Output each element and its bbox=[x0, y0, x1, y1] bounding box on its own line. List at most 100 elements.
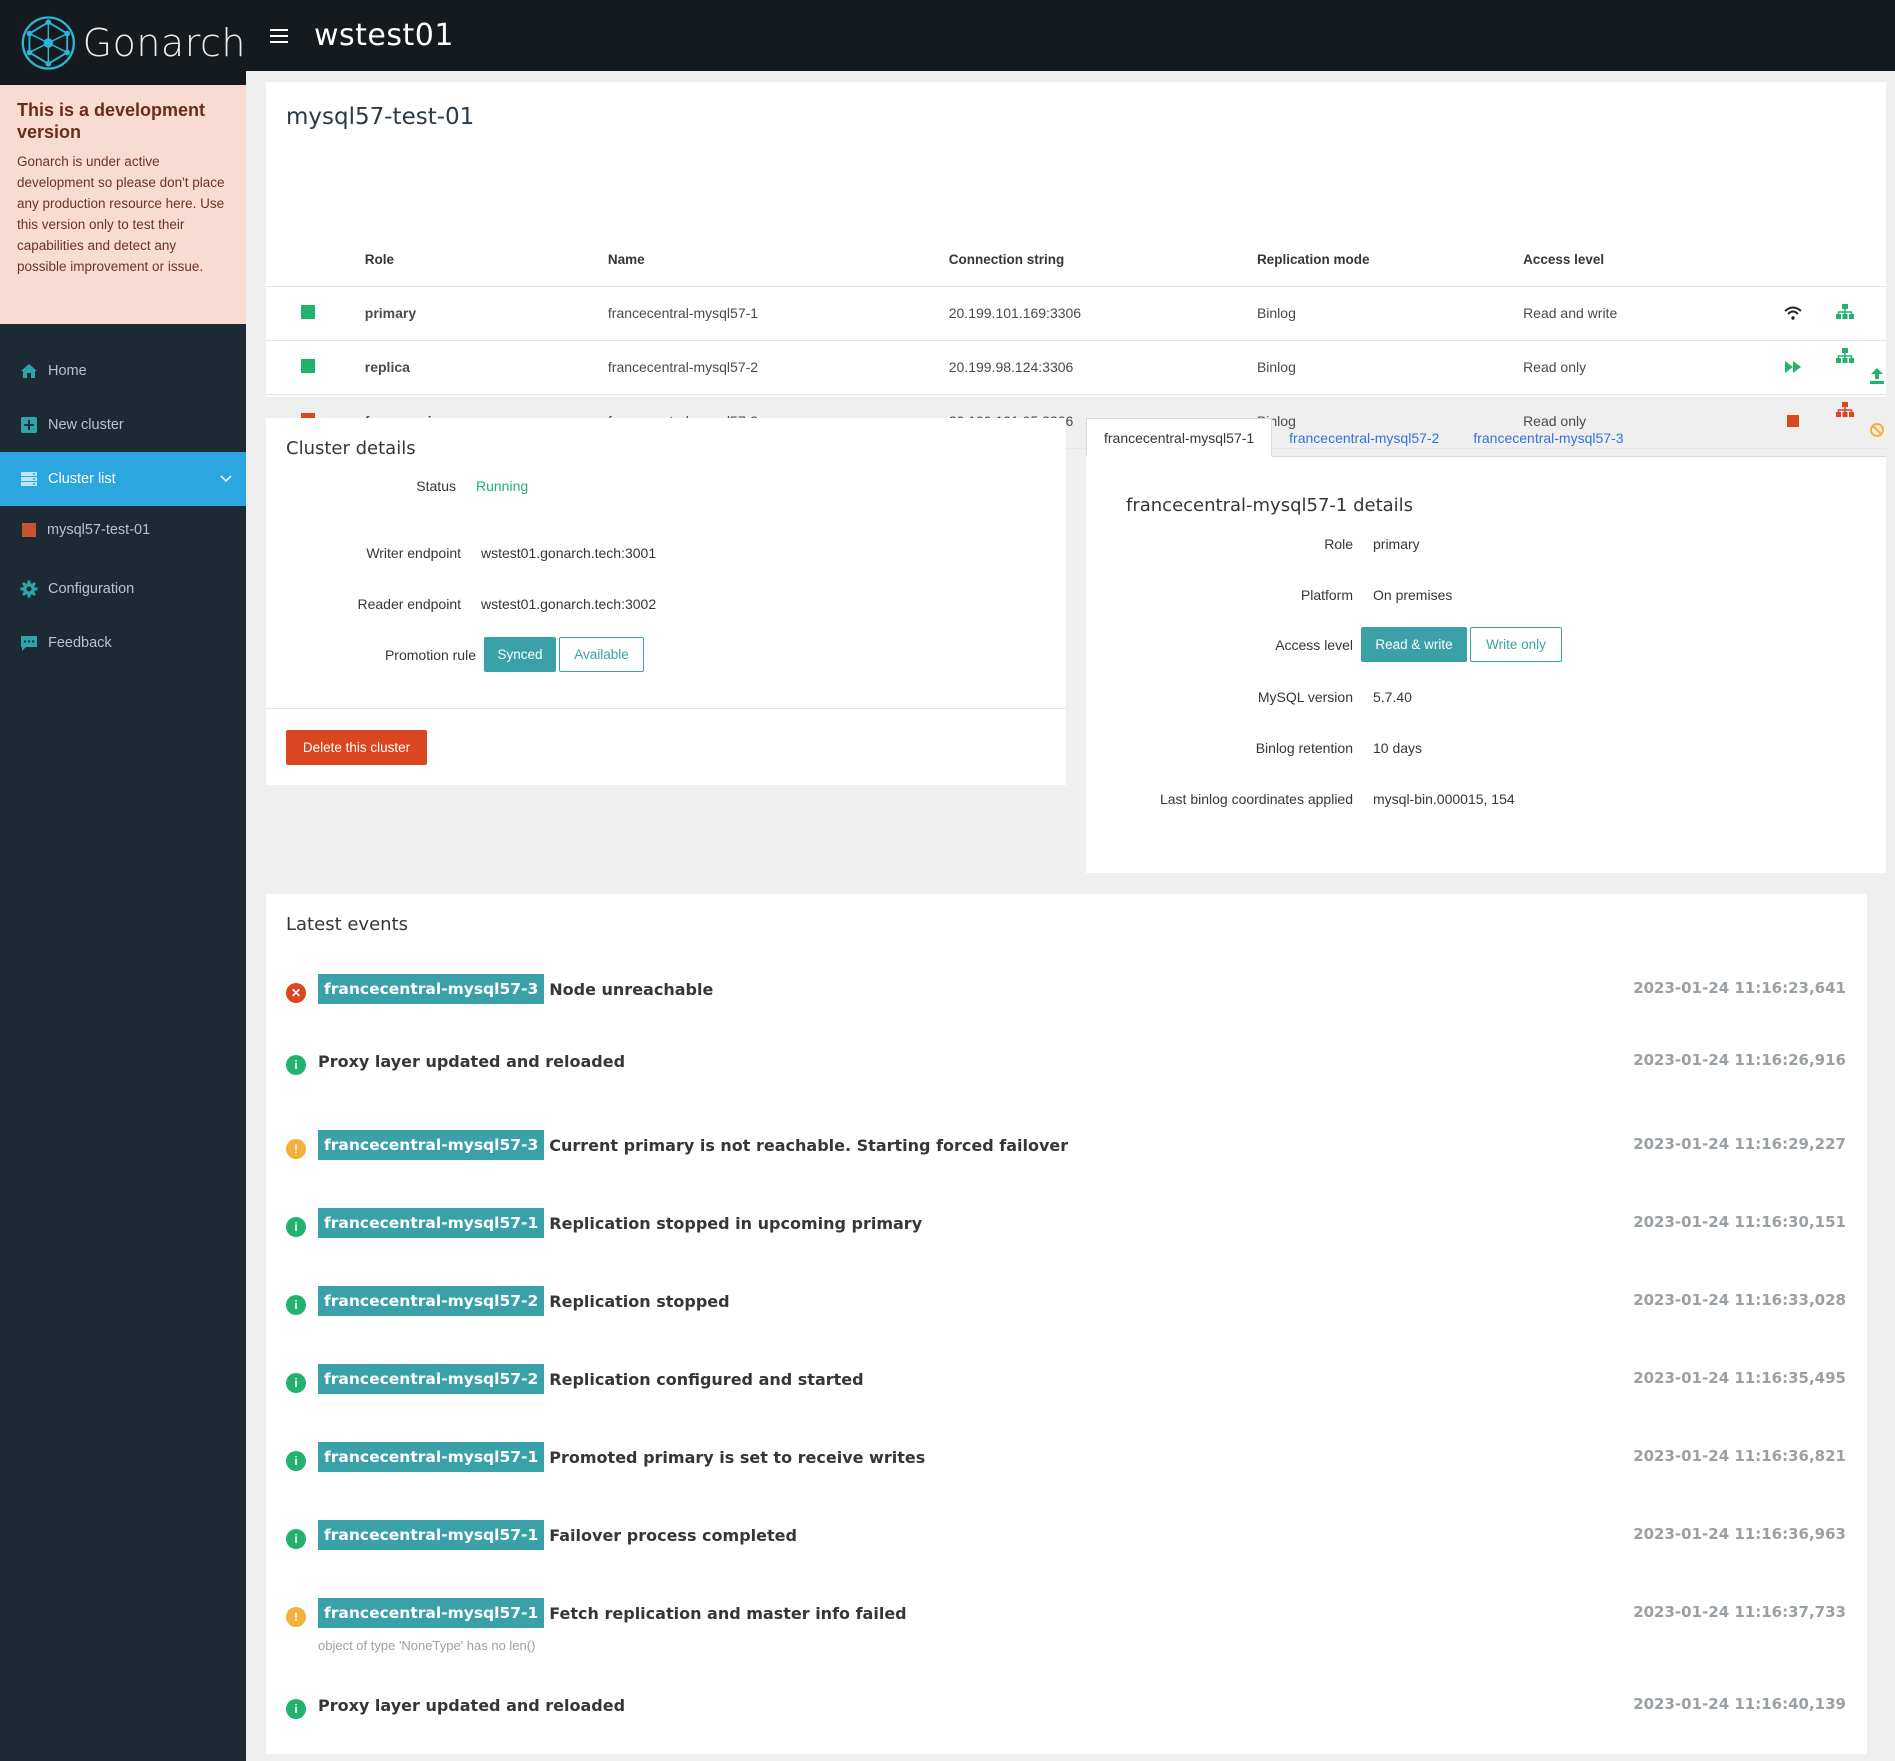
col-role: Role bbox=[364, 234, 608, 287]
event-message: Promoted primary is set to receive write… bbox=[549, 1447, 926, 1467]
table-row: replica francecentral-mysql57-2 20.199.9… bbox=[266, 340, 1886, 395]
info-icon: i bbox=[286, 1451, 306, 1471]
menu-icon[interactable] bbox=[270, 24, 298, 48]
event-message: Node unreachable bbox=[549, 979, 714, 999]
stop-icon[interactable] bbox=[1784, 412, 1802, 430]
node-role: primary bbox=[364, 286, 608, 341]
access-write-only-button[interactable]: Write only bbox=[1470, 627, 1562, 662]
event-node-tag: francecentral-mysql57-2 bbox=[318, 1364, 545, 1394]
page-title: wstest01 bbox=[314, 18, 454, 53]
sitemap-icon[interactable] bbox=[1835, 303, 1854, 321]
node-connection: 20.199.101.169:3306 bbox=[948, 286, 1257, 341]
cluster-details-title: Cluster details bbox=[286, 438, 416, 459]
event-message: Proxy layer updated and reloaded bbox=[318, 1051, 626, 1071]
tab-node-2[interactable]: francecentral-mysql57-2 bbox=[1289, 429, 1440, 446]
brand-name: Gonarch bbox=[82, 20, 246, 65]
server-icon bbox=[20, 470, 38, 488]
node-connection: 20.199.98.124:3306 bbox=[948, 340, 1257, 395]
mysql-version-row: MySQL version 5.7.40 bbox=[1086, 689, 1412, 705]
node-role-row: Role primary bbox=[1086, 536, 1420, 552]
binlog-coords-value: mysql-bin.000015, 154 bbox=[1373, 791, 1515, 807]
ban-icon[interactable] bbox=[1868, 421, 1886, 439]
promotion-rule-label: Promotion rule bbox=[384, 646, 476, 663]
node-status-icon bbox=[301, 358, 315, 373]
tab-node-3[interactable]: francecentral-mysql57-3 bbox=[1473, 429, 1624, 446]
node-name: francecentral-mysql57-2 bbox=[607, 340, 949, 395]
binlog-coords-row: Last binlog coordinates applied mysql-bi… bbox=[1086, 791, 1515, 807]
event-message: Proxy layer updated and reloaded bbox=[318, 1695, 626, 1715]
gonarch-logo-icon bbox=[21, 15, 76, 70]
promotion-available-button[interactable]: Available bbox=[559, 637, 644, 672]
event-timestamp: 2023-01-24 11:16:23,641 bbox=[1633, 979, 1846, 997]
fast-forward-icon[interactable] bbox=[1784, 358, 1802, 376]
sidebar-item-label: Configuration bbox=[48, 581, 135, 597]
event-timestamp: 2023-01-24 11:16:26,916 bbox=[1633, 1051, 1846, 1069]
writer-endpoint-value: wstest01.gonarch.tech:3001 bbox=[481, 545, 657, 561]
events-title: Latest events bbox=[286, 914, 408, 935]
info-icon: i bbox=[286, 1529, 306, 1549]
binlog-retention-label: Binlog retention bbox=[1255, 740, 1353, 756]
cluster-details-card: Cluster details Status Running Writer en… bbox=[266, 418, 1066, 785]
node-tabs: francecentral-mysql57-1 francecentral-my… bbox=[1086, 418, 1886, 457]
tab-node-1[interactable]: francecentral-mysql57-1 bbox=[1086, 418, 1273, 457]
comment-icon bbox=[20, 634, 38, 652]
sidebar-item-configuration[interactable]: Configuration bbox=[0, 562, 246, 616]
sidebar-item-cluster[interactable]: mysql57-test-01 bbox=[0, 506, 246, 554]
platform-row: Platform On premises bbox=[1086, 587, 1452, 603]
sitemap-icon[interactable] bbox=[1835, 347, 1854, 365]
col-name: Name bbox=[607, 234, 949, 287]
event-timestamp: 2023-01-24 11:16:36,821 bbox=[1633, 1447, 1846, 1465]
brand[interactable]: Gonarch bbox=[0, 0, 246, 85]
wifi-icon[interactable] bbox=[1784, 304, 1802, 322]
sidebar: Gonarch This is a development version Go… bbox=[0, 0, 246, 1761]
event-node-tag: francecentral-mysql57-1 bbox=[318, 1520, 545, 1550]
error-icon: ✕ bbox=[286, 983, 306, 1003]
sidebar-item-label: Cluster list bbox=[48, 471, 116, 487]
event-message: Fetch replication and master info failed bbox=[549, 1603, 907, 1623]
status-badge: Running bbox=[476, 478, 529, 494]
event-node-tag: francecentral-mysql57-1 bbox=[318, 1208, 545, 1238]
sidebar-item-new-cluster[interactable]: New cluster bbox=[0, 398, 246, 452]
writer-endpoint-label: Writer endpoint bbox=[366, 545, 461, 561]
status-row: Status Running bbox=[266, 478, 528, 494]
info-icon: i bbox=[286, 1373, 306, 1393]
node-access: Read only bbox=[1523, 394, 1785, 449]
sidebar-item-label: Home bbox=[48, 363, 87, 379]
nodes-table: Role Name Connection string Replication … bbox=[266, 234, 1886, 449]
event-timestamp: 2023-01-24 11:16:40,139 bbox=[1633, 1695, 1846, 1713]
chevron-down-icon[interactable] bbox=[220, 471, 232, 487]
node-details-title: francecentral-mysql57-1 details bbox=[1126, 495, 1414, 516]
reader-endpoint-value: wstest01.gonarch.tech:3002 bbox=[481, 596, 657, 612]
sidebar-nav: Home New cluster Cluster list mysql57-te… bbox=[0, 324, 246, 670]
reader-endpoint-row: Reader endpoint wstest01.gonarch.tech:30… bbox=[266, 596, 656, 612]
dev-notice: This is a development version Gonarch is… bbox=[0, 85, 246, 324]
sidebar-item-feedback[interactable]: Feedback bbox=[0, 616, 246, 670]
node-access: Read only bbox=[1523, 340, 1785, 395]
node-role-value: primary bbox=[1373, 536, 1420, 552]
warning-icon: ! bbox=[286, 1607, 306, 1627]
sitemap-icon[interactable] bbox=[1835, 401, 1854, 419]
plus-square-icon bbox=[20, 416, 38, 434]
promotion-synced-button[interactable]: Synced bbox=[484, 637, 556, 672]
node-details-card: francecentral-mysql57-1 details Role pri… bbox=[1086, 457, 1886, 873]
mysql-version-label: MySQL version bbox=[1257, 689, 1353, 705]
node-role-label: Role bbox=[1324, 536, 1353, 552]
writer-endpoint-row: Writer endpoint wstest01.gonarch.tech:30… bbox=[266, 545, 656, 561]
sidebar-item-label: Feedback bbox=[48, 635, 112, 651]
event-message: Current primary is not reachable. Starti… bbox=[549, 1135, 1069, 1155]
delete-cluster-button[interactable]: Delete this cluster bbox=[286, 730, 427, 765]
info-icon: i bbox=[286, 1055, 306, 1075]
warning-icon: ! bbox=[286, 1139, 306, 1159]
event-timestamp: 2023-01-24 11:16:36,963 bbox=[1633, 1525, 1846, 1543]
promote-upload-icon[interactable] bbox=[1868, 367, 1886, 385]
event-timestamp: 2023-01-24 11:16:35,495 bbox=[1633, 1369, 1846, 1387]
dev-notice-body: Gonarch is under active development so p… bbox=[17, 154, 225, 274]
access-read-write-button[interactable]: Read & write bbox=[1361, 627, 1467, 662]
divider bbox=[266, 708, 1066, 709]
sidebar-item-cluster-list[interactable]: Cluster list bbox=[0, 452, 246, 506]
info-icon: i bbox=[286, 1217, 306, 1237]
sidebar-item-home[interactable]: Home bbox=[0, 344, 246, 398]
event-node-tag: francecentral-mysql57-3 bbox=[318, 1130, 545, 1160]
mysql-version-value: 5.7.40 bbox=[1373, 689, 1412, 705]
reader-endpoint-label: Reader endpoint bbox=[357, 596, 461, 612]
